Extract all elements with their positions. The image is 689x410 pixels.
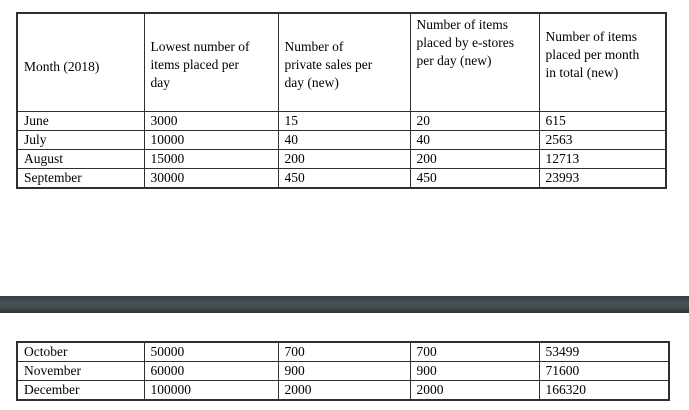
table-cell: 15000 (143, 148, 279, 169)
table-cell: 700 (409, 341, 540, 362)
table-cell: 60000 (143, 361, 279, 381)
column-header-items-per-month-total: Number of items placed per month in tota… (538, 12, 667, 112)
table-cell: 10000 (143, 129, 279, 150)
table-cell: June (16, 110, 145, 131)
table-cell: 700 (277, 341, 411, 362)
table-row-november: November 60000 900 900 71600 (16, 361, 670, 381)
table-cell: 30000 (143, 167, 279, 188)
table-cell: 200 (277, 148, 411, 169)
table-cell: November (16, 361, 145, 381)
table-cell: 71600 (538, 361, 670, 381)
table-cell: 900 (277, 361, 411, 381)
table-cell: August (16, 148, 145, 169)
table-cell: October (16, 341, 145, 362)
table-cell: 900 (409, 361, 540, 381)
column-header-private-sales-per-day: Number of private sales per day (new) (277, 12, 411, 112)
table-row-july: July 10000 40 40 2563 (16, 129, 667, 150)
table-cell: 450 (277, 167, 411, 188)
table-cell: 2000 (277, 380, 411, 401)
table-row-september: September 30000 450 450 23993 (16, 167, 667, 188)
table-cell: 12713 (538, 148, 667, 169)
table-cell: July (16, 129, 145, 150)
table-row-august: August 15000 200 200 12713 (16, 148, 667, 169)
items-placed-table-upper: Month (2018) Lowest number of items plac… (16, 12, 667, 189)
table-cell: September (16, 167, 145, 188)
table-row-june: June 3000 15 20 615 (16, 110, 667, 131)
table-cell: 2000 (409, 380, 540, 401)
table-cell: 3000 (143, 110, 279, 131)
table-row-december: December 100000 2000 2000 166320 (16, 380, 670, 401)
table-cell: 15 (277, 110, 411, 131)
table-header-row: Month (2018) Lowest number of items plac… (16, 12, 667, 112)
column-header-lowest-items-per-day: Lowest number of items placed per day (143, 12, 279, 112)
page-break-bar (0, 296, 689, 313)
table-cell: 20 (409, 110, 540, 131)
table-cell: 40 (277, 129, 411, 150)
table-cell: 100000 (143, 380, 279, 401)
table-cell: 23993 (538, 167, 667, 188)
column-header-month: Month (2018) (16, 12, 145, 112)
table-cell: 615 (538, 110, 667, 131)
table-cell: 53499 (538, 341, 670, 362)
items-placed-table-lower: October 50000 700 700 53499 November 600… (16, 341, 670, 401)
table-cell: 50000 (143, 341, 279, 362)
table-cell: 2563 (538, 129, 667, 150)
table-row-october: October 50000 700 700 53499 (16, 341, 670, 362)
column-header-estore-items-per-day: Number of items placed by e-stores per d… (409, 12, 540, 112)
table-cell: 166320 (538, 380, 670, 401)
table-cell: 200 (409, 148, 540, 169)
table-cell: 40 (409, 129, 540, 150)
table-cell: 450 (409, 167, 540, 188)
table-cell: December (16, 380, 145, 401)
